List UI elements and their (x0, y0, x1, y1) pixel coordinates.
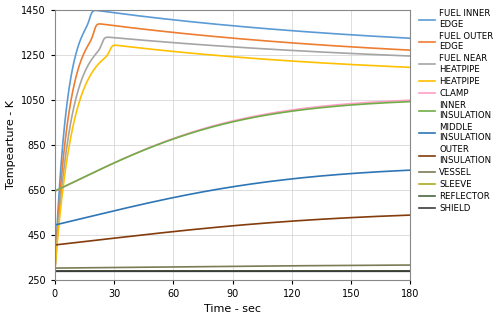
Y-axis label: Tempearture - K: Tempearture - K (6, 100, 16, 189)
X-axis label: Time - sec: Time - sec (204, 304, 261, 315)
Legend: FUEL INNER
EDGE, FUEL OUTER
EDGE, FUEL NEAR
HEATPIPE, HEATPIPE, CLAMP, INNER
INS: FUEL INNER EDGE, FUEL OUTER EDGE, FUEL N… (418, 8, 494, 214)
